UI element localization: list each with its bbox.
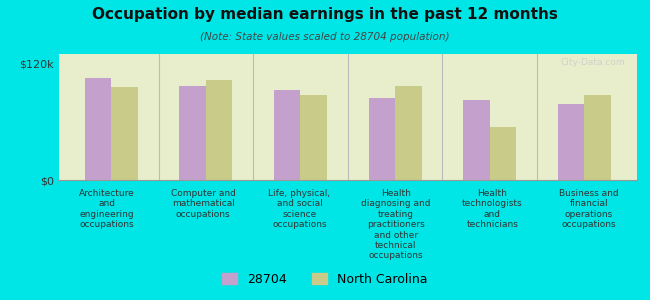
Bar bbox=[558, 104, 584, 180]
Bar bbox=[463, 100, 489, 180]
Bar bbox=[489, 127, 516, 180]
Text: Computer and
mathematical
occupations: Computer and mathematical occupations bbox=[171, 189, 235, 219]
Bar bbox=[206, 80, 232, 180]
Bar bbox=[584, 95, 611, 180]
Text: Health
diagnosing and
treating
practitioners
and other
technical
occupations: Health diagnosing and treating practitio… bbox=[361, 189, 431, 260]
Bar bbox=[369, 98, 395, 180]
Text: Occupation by median earnings in the past 12 months: Occupation by median earnings in the pas… bbox=[92, 8, 558, 22]
Bar bbox=[111, 87, 138, 180]
Text: Architecture
and
engineering
occupations: Architecture and engineering occupations bbox=[79, 189, 135, 229]
Bar bbox=[300, 95, 327, 180]
Bar bbox=[395, 86, 422, 180]
Bar bbox=[179, 86, 206, 180]
Text: (Note: State values scaled to 28704 population): (Note: State values scaled to 28704 popu… bbox=[200, 32, 450, 41]
Text: Health
technologists
and
technicians: Health technologists and technicians bbox=[462, 189, 523, 229]
Text: Life, physical,
and social
science
occupations: Life, physical, and social science occup… bbox=[268, 189, 331, 229]
Bar bbox=[274, 90, 300, 180]
Legend: 28704, North Carolina: 28704, North Carolina bbox=[217, 268, 433, 291]
Text: City-Data.com: City-Data.com bbox=[561, 58, 625, 67]
Text: Business and
financial
operations
occupations: Business and financial operations occupa… bbox=[559, 189, 619, 229]
Bar bbox=[84, 78, 111, 180]
